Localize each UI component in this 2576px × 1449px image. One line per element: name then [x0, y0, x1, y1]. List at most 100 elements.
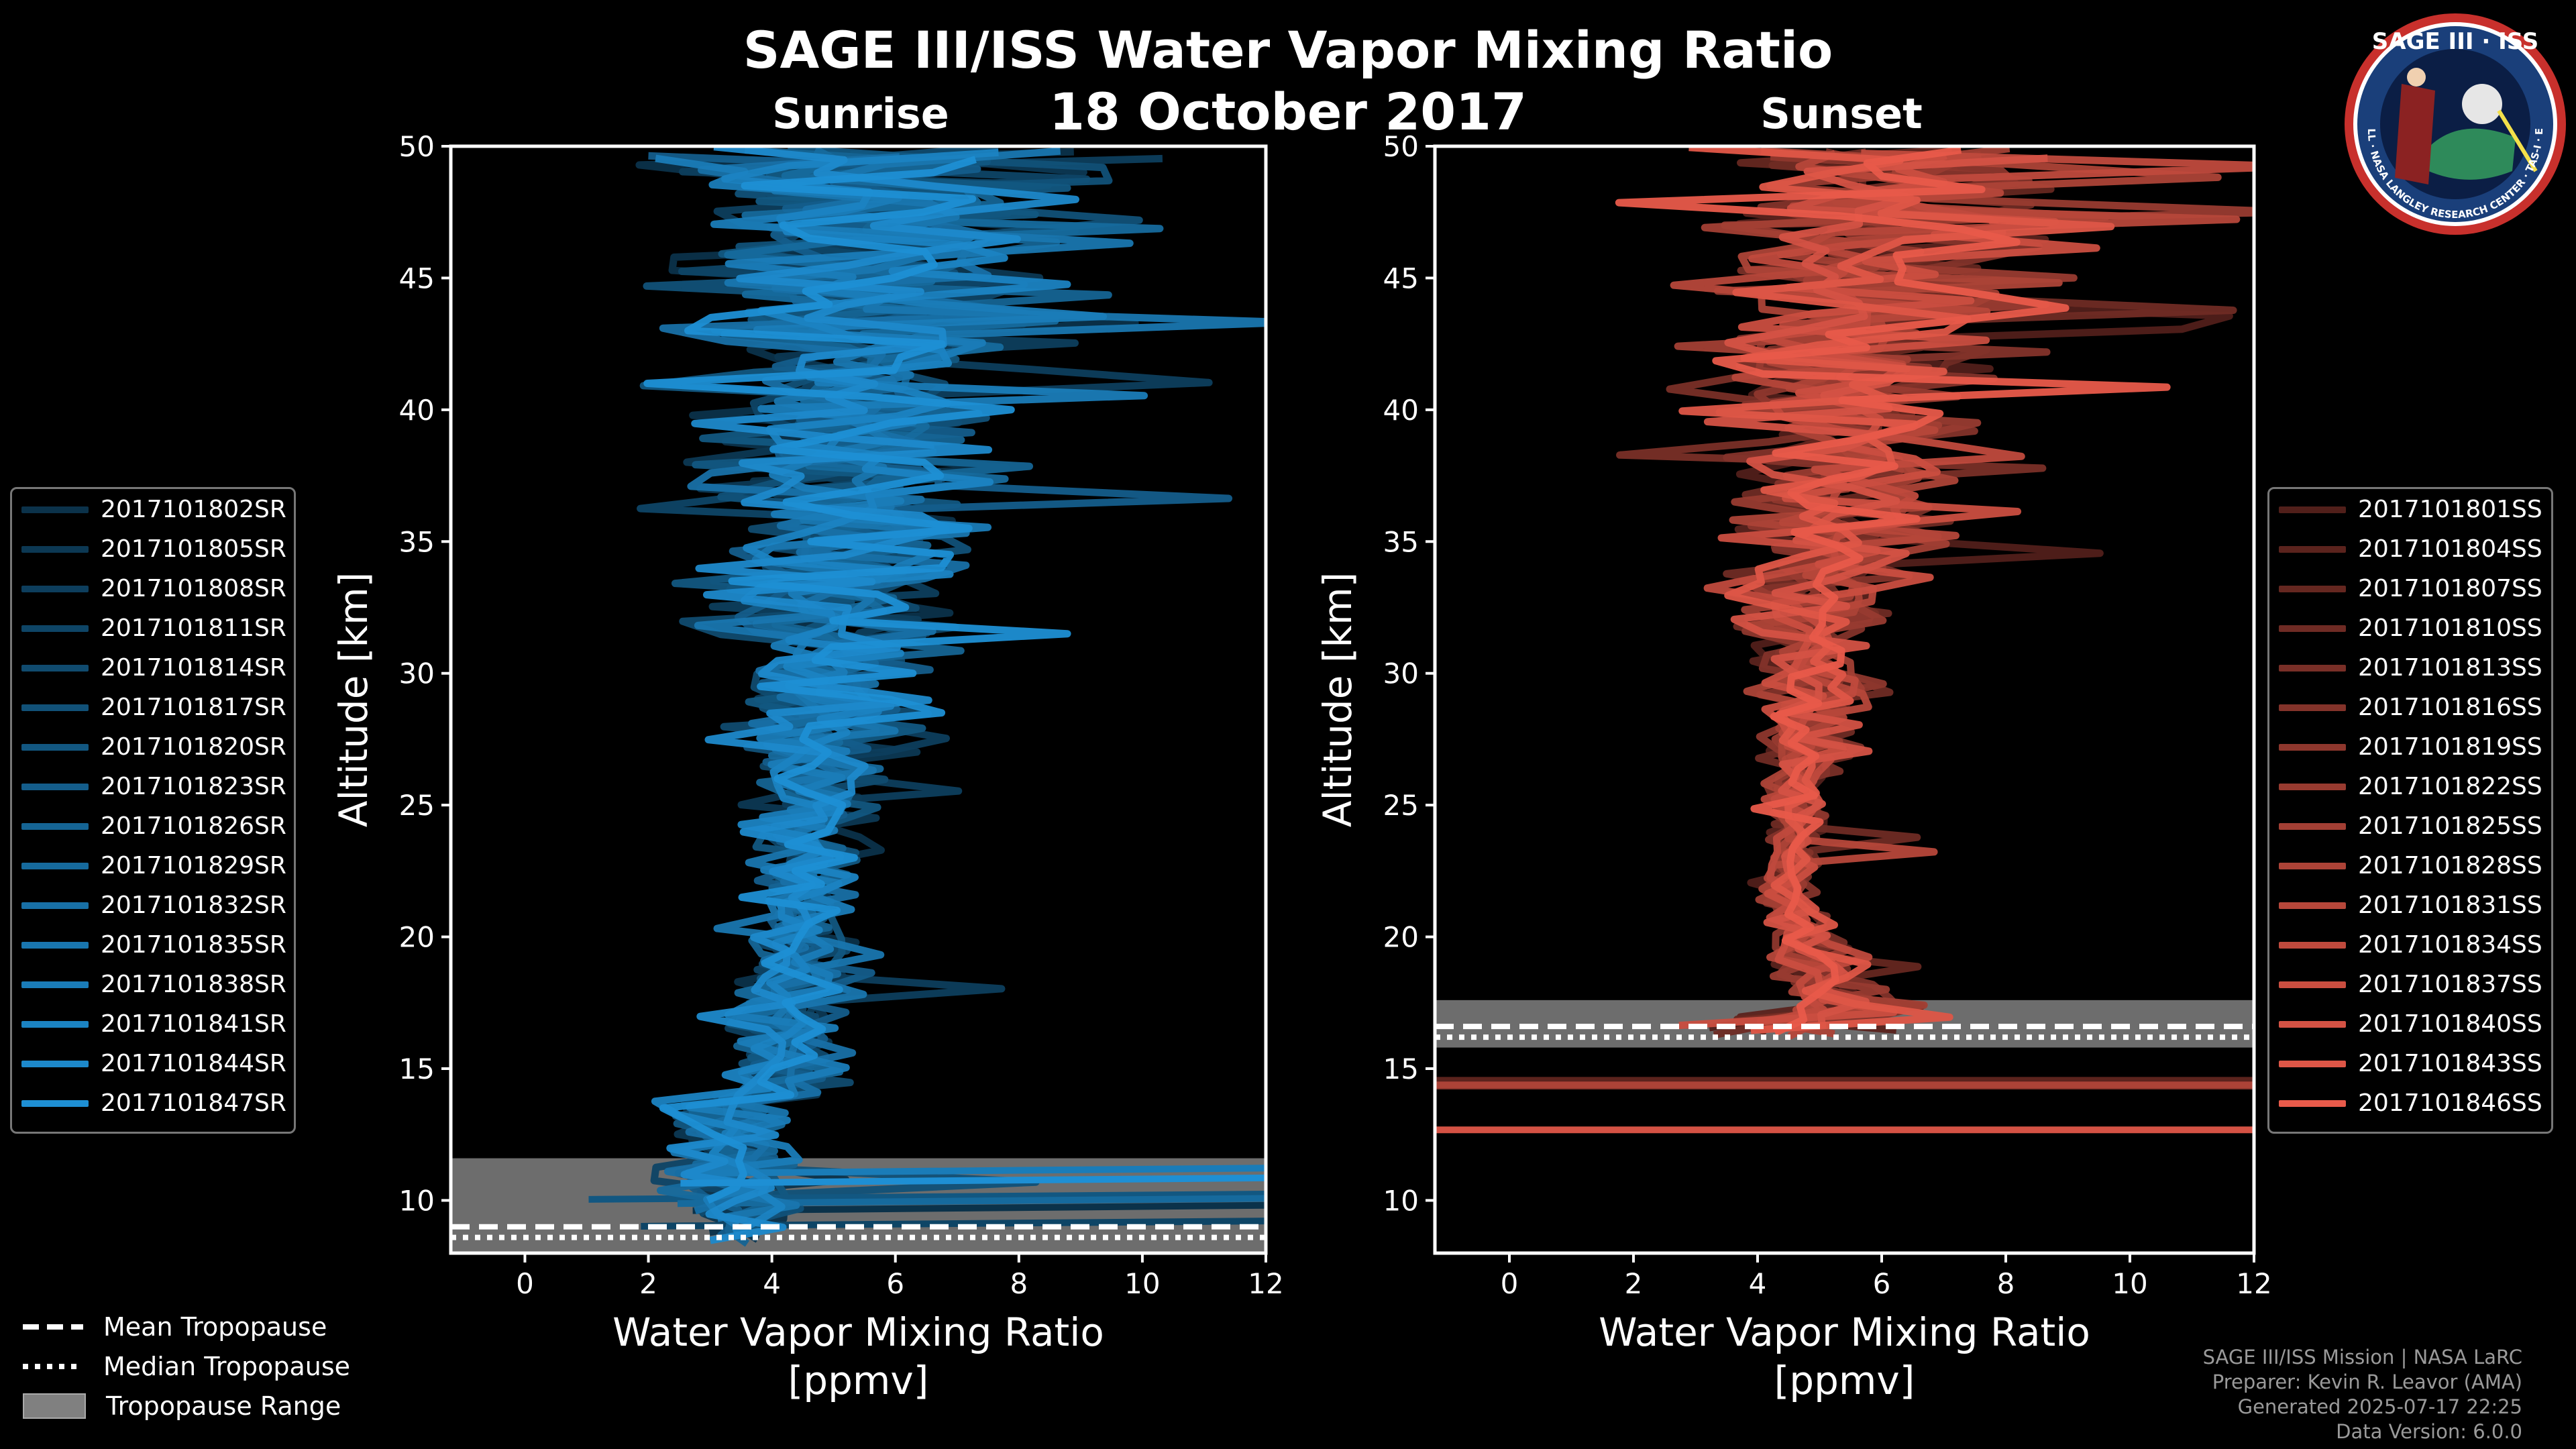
legend-label: 2017101829SR: [101, 852, 286, 879]
y-tick-label: 30: [399, 657, 435, 690]
x-tick-label: 10: [2112, 1267, 2147, 1300]
legend-item: 2017101840SS: [2269, 1004, 2542, 1044]
sunrise-legend: 2017101802SR 2017101805SR 2017101808SR 2017…: [10, 487, 296, 1134]
chart-title: SAGE III/ISS Water Vapor Mixing Ratio: [743, 20, 1833, 80]
y-tick-label: 35: [399, 525, 435, 558]
logo-title: SAGE III · ISS: [2372, 28, 2538, 55]
legend-swatch: [21, 704, 89, 711]
legend-item: 2017101813SS: [2269, 648, 2542, 688]
y-tick-label: 50: [399, 130, 435, 163]
legend-swatch: [2279, 704, 2346, 711]
legend-item: 2017101823SR: [12, 767, 286, 806]
legend-item: 2017101838SR: [12, 965, 286, 1004]
x-axis-units: [ppmv]: [1774, 1358, 1915, 1403]
legend-swatch: [21, 1099, 89, 1107]
dotted-line-icon: [23, 1363, 83, 1369]
sunset-legend: 2017101801SS 2017101804SS 2017101807SS 2017…: [2267, 487, 2553, 1134]
y-tick-label: 25: [399, 789, 435, 822]
legend-label: 2017101807SS: [2358, 575, 2542, 602]
legend-swatch: [2279, 822, 2346, 830]
legend-mean-tropopause: Mean Tropopause: [23, 1307, 327, 1346]
y-tick-label: 45: [399, 262, 435, 294]
credits: SAGE III/ISS Mission | NASA LaRC Prepare…: [2202, 1346, 2522, 1443]
x-tick-label: 6: [886, 1267, 904, 1300]
profile-2017101847SR: [643, 156, 1071, 1204]
plot-frame: [1433, 144, 2256, 1255]
legend-item: 2017101835SR: [12, 925, 286, 965]
x-tick-label: 12: [2236, 1267, 2271, 1300]
legend-swatch: [2279, 506, 2346, 513]
legend-label: 2017101801SS: [2358, 496, 2542, 523]
legend-label: 2017101819SS: [2358, 733, 2542, 761]
legend-item: 2017101817SR: [12, 688, 286, 727]
legend-swatch: [2279, 1099, 2346, 1107]
range-swatch: [23, 1393, 86, 1419]
legend-item: 2017101828SS: [2269, 846, 2542, 885]
y-tick-label: 40: [399, 394, 435, 427]
legend-item: 2017101805SR: [12, 529, 286, 569]
y-tick-label: 50: [1383, 130, 1419, 163]
legend-label: 2017101802SR: [101, 496, 286, 523]
x-axis-units: [ppmv]: [788, 1358, 929, 1403]
legend-label: 2017101831SS: [2358, 892, 2542, 919]
x-tick-label: 0: [516, 1267, 534, 1300]
legend-label: 2017101846SS: [2358, 1089, 2542, 1117]
legend-swatch: [2279, 1020, 2346, 1028]
legend-swatch: [21, 981, 89, 988]
y-tick-label: 10: [1383, 1184, 1419, 1217]
y-tick-label: 40: [1383, 394, 1419, 427]
legend-label: 2017101814SR: [101, 654, 286, 682]
legend-label: 2017101810SS: [2358, 614, 2542, 642]
y-tick-label: 10: [399, 1184, 435, 1217]
legend-swatch: [21, 862, 89, 869]
legend-item: 2017101816SS: [2269, 688, 2542, 727]
legend-label: 2017101835SR: [101, 931, 286, 959]
legend-label: 2017101844SR: [101, 1050, 286, 1077]
legend-item: 2017101801SS: [2269, 490, 2542, 529]
chart-date: 18 October 2017: [1049, 82, 1527, 142]
plot-frame: [449, 144, 1268, 1255]
y-axis-label: Altitude [km]: [1315, 572, 1360, 827]
x-tick-label: 0: [1501, 1267, 1519, 1300]
legend-label: 2017101838SR: [101, 971, 286, 998]
y-tick-label: 20: [1383, 921, 1419, 954]
x-axis-label: Water Vapor Mixing Ratio: [1599, 1309, 2090, 1355]
legend-item: 2017101843SS: [2269, 1044, 2542, 1083]
legend-swatch: [2279, 981, 2346, 988]
legend-swatch: [21, 822, 89, 830]
legend-swatch: [2279, 1060, 2346, 1067]
legend-swatch: [2279, 902, 2346, 909]
legend-item: 2017101819SS: [2269, 727, 2542, 767]
profile-lines: [1435, 146, 2254, 1134]
legend-item: 2017101820SR: [12, 727, 286, 767]
legend-swatch: [21, 743, 89, 751]
sunset-plot: 0 2 4 6 8 10 12 10 15 20 25 30 35 40 45 50 Water Vapor M…: [1315, 130, 2272, 1403]
x-tick-label: 12: [1248, 1267, 1283, 1300]
legend-label: 2017101832SR: [101, 892, 286, 919]
legend-item: 2017101822SS: [2269, 767, 2542, 806]
x-tick-label: 8: [1997, 1267, 2015, 1300]
legend-item: 2017101825SS: [2269, 806, 2542, 846]
legend-swatch: [21, 941, 89, 949]
legend-swatch: [2279, 545, 2346, 553]
y-tick-label: 35: [1383, 525, 1419, 558]
x-axis-label: Water Vapor Mixing Ratio: [612, 1309, 1104, 1355]
legend-label: 2017101825SS: [2358, 812, 2542, 840]
legend-item: 2017101808SR: [12, 569, 286, 608]
profile-2017101844SR: [666, 146, 1079, 1244]
legend-item: 2017101807SS: [2269, 569, 2542, 608]
legend-label: 2017101817SR: [101, 694, 286, 721]
legend-item: 2017101814SR: [12, 648, 286, 688]
x-tick-label: 8: [1010, 1267, 1028, 1300]
legend-label: 2017101820SR: [101, 733, 286, 761]
legend-item: 2017101811SR: [12, 608, 286, 648]
y-tick-label: 15: [399, 1053, 435, 1085]
legend-median-tropopause: Median Tropopause: [23, 1346, 350, 1386]
x-tick-label: 10: [1124, 1267, 1160, 1300]
legend-item: 2017101829SR: [12, 846, 286, 885]
legend-item: 2017101831SS: [2269, 885, 2542, 925]
legend-item: 2017101826SR: [12, 806, 286, 846]
profile-2017101838SR-streak: [687, 1165, 1266, 1177]
legend-swatch: [21, 625, 89, 632]
x-tick-label: 4: [1749, 1267, 1767, 1300]
